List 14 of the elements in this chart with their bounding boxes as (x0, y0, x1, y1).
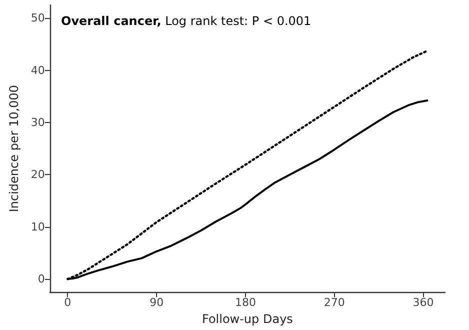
y-tick-label: 20 (30, 168, 45, 182)
y-tick-label: 50 (30, 12, 45, 25)
x-axis-title: Follow-up Days (202, 312, 293, 326)
y-tick-label: 30 (30, 116, 45, 129)
x-tick-label: 180 (234, 296, 256, 310)
y-tick-label: 10 (30, 220, 45, 234)
y-tick-label: 40 (30, 64, 45, 77)
x-tick-label: 0 (64, 296, 72, 310)
x-tick-label: 90 (150, 296, 164, 310)
y-axis-title: Incidence per 10,000 (7, 84, 21, 212)
text: Overall cancer, Log rank test: P < 0.001 (61, 14, 312, 28)
y-tick-label: 0 (38, 272, 45, 286)
x-tick-label: 360 (412, 296, 434, 310)
x-tick-label: 270 (324, 296, 345, 310)
